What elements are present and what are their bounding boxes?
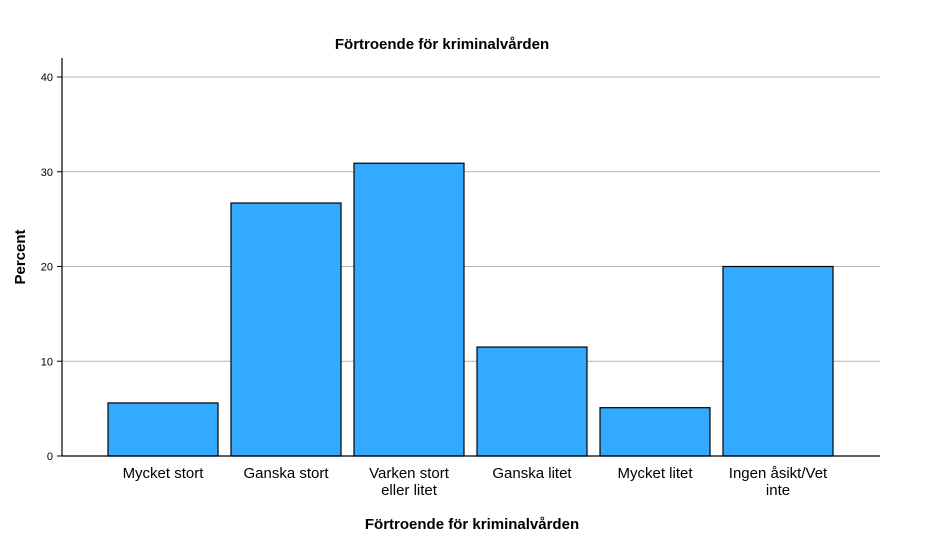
bar	[599, 407, 711, 457]
y-tick-labels: 0 10 20 30 40	[41, 72, 53, 463]
y-axis-label: Percent	[12, 229, 29, 284]
bar	[722, 265, 834, 457]
y-tick-label: 20	[41, 262, 53, 274]
x-tick-label: Ingen åsikt/Vet inte	[729, 465, 828, 499]
bars	[107, 162, 834, 457]
bar	[230, 202, 342, 457]
y-tick-label: 10	[41, 356, 53, 368]
y-tick-label: 30	[41, 167, 53, 179]
x-tick-label: Varken stort eller litet	[369, 465, 450, 499]
y-tick-label: 40	[41, 72, 53, 84]
x-tick-labels: Mycket stort Ganska stort Varken stort elle…	[123, 465, 828, 499]
chart-title: Förtroende för kriminalvården	[335, 36, 549, 53]
bar	[353, 162, 465, 457]
x-tick-label: Mycket stort	[123, 465, 205, 482]
x-tick-label: Ganska stort	[243, 465, 329, 482]
x-tick-label: Ganska litet	[492, 465, 572, 482]
x-axis-label: Förtroende för kriminalvården	[365, 516, 579, 533]
bar	[107, 402, 219, 457]
bar	[476, 346, 588, 457]
axes	[57, 58, 880, 457]
y-tick-label: 0	[47, 451, 53, 463]
x-tick-label: Mycket litet	[617, 465, 693, 482]
